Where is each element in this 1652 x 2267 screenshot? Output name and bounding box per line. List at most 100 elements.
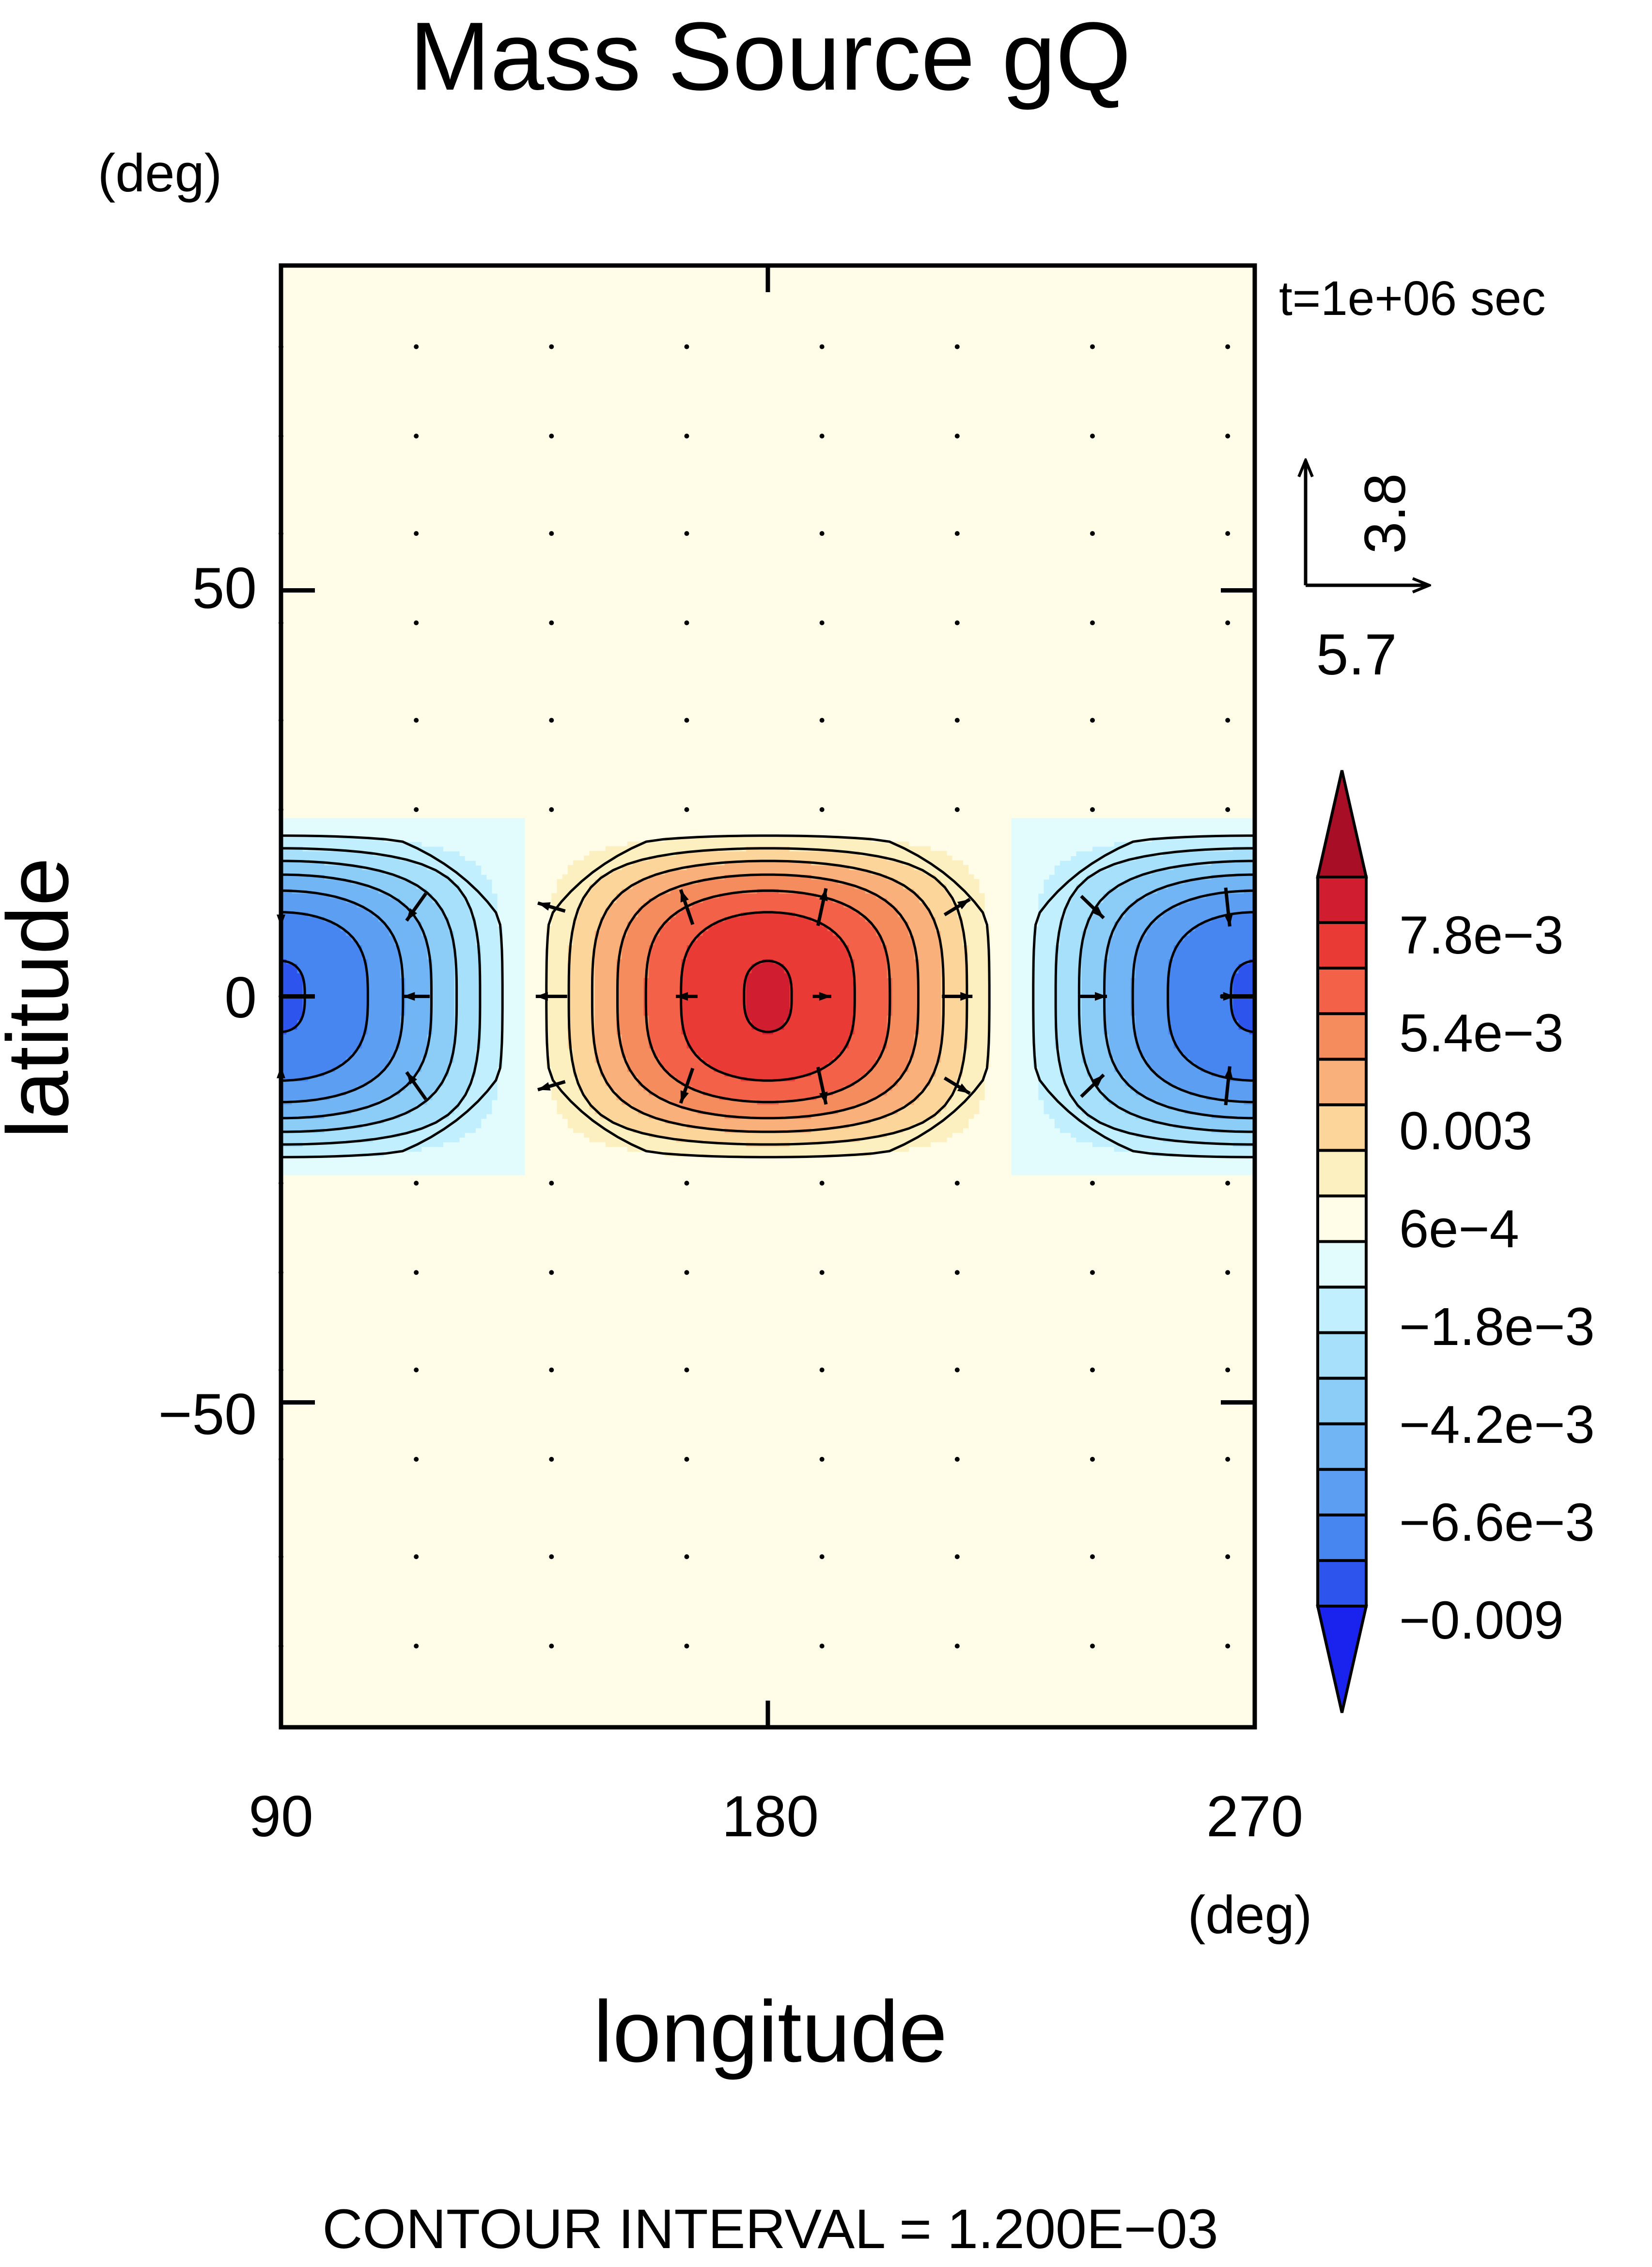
field-cell — [465, 1005, 471, 1011]
field-cell — [394, 968, 401, 974]
field-cell — [573, 1005, 579, 1011]
field-cell — [519, 907, 525, 913]
field-cell — [373, 930, 379, 936]
field-cell — [627, 893, 633, 899]
field-cell — [346, 1034, 352, 1039]
field-cell — [594, 1001, 601, 1006]
field-cell — [476, 1094, 482, 1100]
field-cell — [432, 1048, 438, 1053]
field-cell — [589, 1132, 595, 1138]
field-cell — [616, 888, 623, 894]
field-cell — [302, 841, 309, 847]
field-cell — [346, 860, 352, 866]
field-cell — [622, 860, 628, 866]
field-cell — [411, 874, 417, 880]
field-cell — [357, 991, 363, 997]
field-cell — [481, 1052, 487, 1058]
field-cell — [627, 1137, 633, 1142]
field-cell — [432, 841, 438, 847]
field-cell — [416, 865, 422, 870]
field-cell — [286, 865, 293, 870]
field-cell — [286, 818, 293, 824]
field-cell — [437, 959, 444, 964]
field-cell — [411, 1165, 417, 1171]
field-cell — [405, 945, 411, 950]
field-cell — [578, 1076, 585, 1081]
field-cell — [616, 987, 623, 992]
field-cell — [502, 1109, 509, 1114]
field-cell — [292, 1001, 298, 1006]
field-cell — [454, 1085, 460, 1091]
field-cell — [297, 902, 303, 908]
field-cell — [508, 1052, 514, 1058]
field-cell — [324, 968, 330, 974]
field-cell — [670, 879, 677, 885]
field-cell — [551, 912, 558, 917]
field-cell — [367, 1118, 374, 1124]
field-cell — [497, 1146, 503, 1152]
field-cell — [486, 1080, 493, 1086]
field-cell — [519, 1090, 525, 1095]
field-cell — [594, 945, 601, 950]
field-cell — [297, 1146, 303, 1152]
field-cell — [454, 902, 460, 908]
field-cell — [502, 1113, 509, 1119]
field-cell — [286, 1109, 293, 1114]
field-cell — [514, 1123, 520, 1128]
field-cell — [514, 982, 520, 988]
field-cell — [297, 1062, 303, 1067]
field-cell — [313, 912, 320, 917]
field-cell — [611, 870, 617, 875]
field-cell — [659, 1090, 666, 1095]
field-cell — [676, 987, 682, 992]
field-cell — [567, 916, 574, 922]
field-cell — [351, 1038, 358, 1044]
field-cell — [302, 1034, 309, 1039]
field-cell — [508, 1085, 514, 1091]
field-cell — [465, 1015, 471, 1020]
field-cell — [622, 968, 628, 974]
field-cell — [492, 940, 498, 945]
field-cell — [465, 846, 471, 852]
field-cell — [676, 973, 682, 978]
field-cell — [573, 945, 579, 950]
field-cell — [562, 991, 568, 997]
field-cell — [443, 973, 450, 978]
field-cell — [606, 1094, 612, 1100]
field-cell — [551, 996, 558, 1002]
field-cell — [643, 926, 650, 931]
field-cell — [319, 1048, 325, 1053]
field-cell — [421, 1109, 428, 1114]
field-cell — [286, 1137, 293, 1142]
field-cell — [297, 963, 303, 969]
field-cell — [492, 1099, 498, 1105]
field-cell — [416, 973, 422, 978]
field-cell — [400, 1048, 406, 1053]
field-cell — [340, 973, 346, 978]
field-cell — [481, 1113, 487, 1119]
field-cell — [378, 935, 385, 941]
field-cell — [416, 982, 422, 988]
field-cell — [367, 893, 374, 899]
field-cell — [384, 1085, 390, 1091]
field-cell — [627, 1062, 633, 1067]
field-cell — [681, 1076, 687, 1081]
field-cell — [405, 827, 411, 833]
field-cell — [676, 959, 682, 964]
field-cell — [654, 851, 660, 856]
field-cell — [302, 963, 309, 969]
field-cell — [286, 1170, 293, 1175]
field-cell — [384, 1170, 390, 1175]
field-cell — [362, 1090, 368, 1095]
field-cell — [654, 1019, 660, 1025]
field-cell — [551, 1052, 558, 1058]
field-cell — [465, 949, 471, 955]
field-cell — [632, 987, 639, 992]
field-cell — [357, 982, 363, 988]
field-cell — [416, 1057, 422, 1063]
field-cell — [508, 1005, 514, 1011]
field-cell — [437, 930, 444, 936]
field-cell — [308, 1132, 314, 1138]
field-cell — [594, 1071, 601, 1077]
field-cell — [676, 1019, 682, 1025]
